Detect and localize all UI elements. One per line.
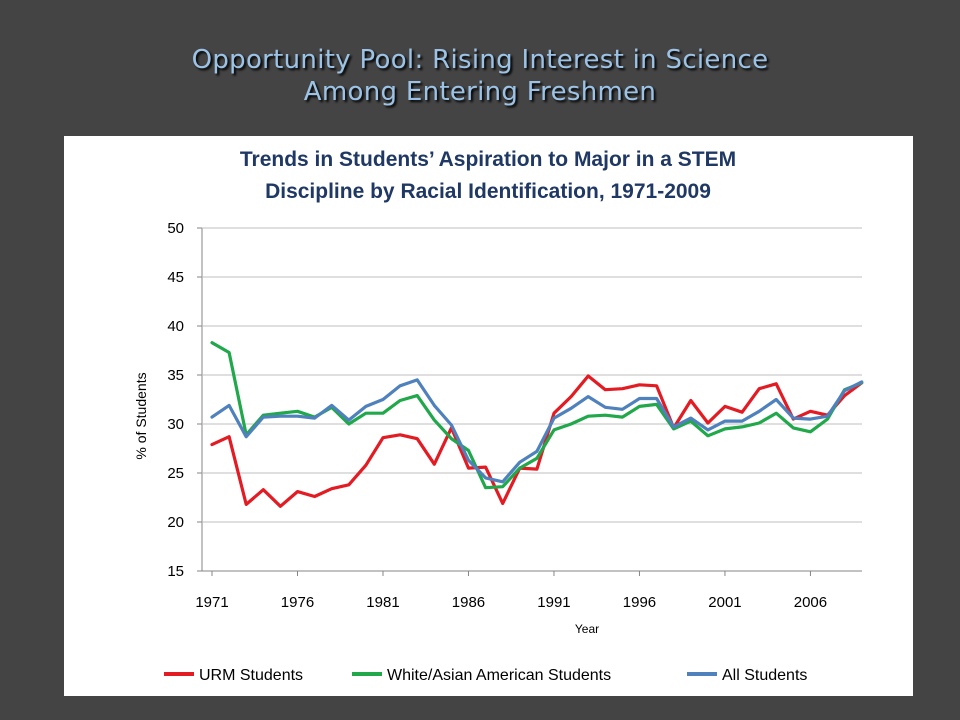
series-lines <box>210 341 864 508</box>
y-tick-label: 35 <box>167 367 184 384</box>
x-tick-label: 2001 <box>708 594 741 611</box>
y-axis-ticks: 15 20 25 30 35 40 45 50 <box>167 220 202 580</box>
x-tick-label: 1981 <box>366 594 399 611</box>
gridlines <box>201 227 862 572</box>
y-axis-label: % of Students <box>133 372 149 459</box>
slide-title: Opportunity Pool: Rising Interest in Sci… <box>0 44 960 108</box>
slide-title-line1: Opportunity Pool: Rising Interest in Sci… <box>191 45 769 75</box>
y-tick-label: 20 <box>167 514 184 531</box>
legend-label-1: URM Students <box>199 667 303 684</box>
y-tick-label: 15 <box>167 563 184 580</box>
y-tick-label: 30 <box>167 416 184 433</box>
y-tick-label: 25 <box>167 465 184 482</box>
x-axis-ticks: 1971 1976 1981 1986 1991 1996 2001 2006 <box>195 571 827 611</box>
legend-label-2: White/Asian American Students <box>387 667 611 684</box>
x-tick-label: 2006 <box>794 594 827 611</box>
x-tick-label: 1971 <box>195 594 228 611</box>
y-tick-label: 45 <box>167 269 184 286</box>
slide-title-line2: Among Entering Freshmen <box>303 77 657 107</box>
x-tick-label: 1976 <box>281 594 314 611</box>
legend-label-3: All Students <box>722 667 807 684</box>
chart-title-line2: Discipline by Racial Identification, 197… <box>265 180 711 203</box>
x-tick-label: 1986 <box>452 594 485 611</box>
y-tick-label: 50 <box>167 220 184 237</box>
series-line-1 <box>210 374 864 508</box>
x-tick-label: 1996 <box>623 594 656 611</box>
chart-title-line1: Trends in Students’ Aspiration to Major … <box>240 148 736 171</box>
chart-panel: Trends in Students’ Aspiration to Major … <box>64 136 913 696</box>
y-tick-label: 40 <box>167 318 184 335</box>
chart-legend: URM Students White/Asian American Student… <box>164 667 807 684</box>
line-chart: Trends in Students’ Aspiration to Major … <box>133 148 864 684</box>
x-axis-label: Year <box>575 622 599 636</box>
series-line-3 <box>210 378 864 484</box>
x-tick-label: 1991 <box>537 594 570 611</box>
